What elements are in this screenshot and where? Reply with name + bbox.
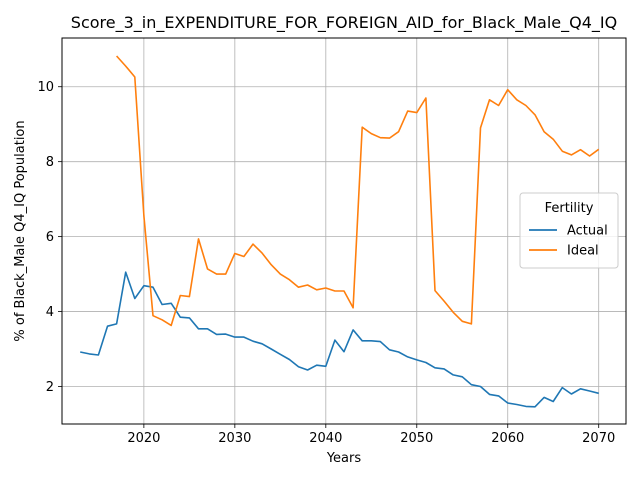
x-tick-label: 2050 [400,431,433,446]
y-axis-label: % of Black_Male Q4_IQ Population [13,120,28,341]
axis-ticks: 2020 2030 2040 2050 2060 2070 2 4 6 8 10 [37,80,615,446]
x-tick-label: 2040 [309,431,342,446]
plot-area-frame [61,37,627,425]
y-tick-label: 6 [46,230,54,245]
y-tick-label: 2 [46,380,54,395]
legend-entry-actual: Actual [567,224,608,239]
x-tick-label: 2060 [491,431,524,446]
x-axis-label: Years [326,451,362,466]
chart-title: Score_3_in_EXPENDITURE_FOR_FOREIGN_AID_f… [71,13,617,33]
legend-title: Fertility [545,201,594,216]
series-lines [80,55,600,408]
series-line-actual [80,271,599,408]
y-tick-label: 4 [46,305,54,320]
legend-entry-ideal: Ideal [567,244,599,259]
legend: Fertility Actual Ideal [519,192,619,269]
x-tick-label: 2030 [218,431,251,446]
y-tick-label: 10 [37,80,54,95]
x-tick-label: 2070 [582,431,615,446]
series-line-ideal [116,55,600,327]
x-tick-label: 2020 [127,431,160,446]
y-tick-label: 8 [46,155,54,170]
